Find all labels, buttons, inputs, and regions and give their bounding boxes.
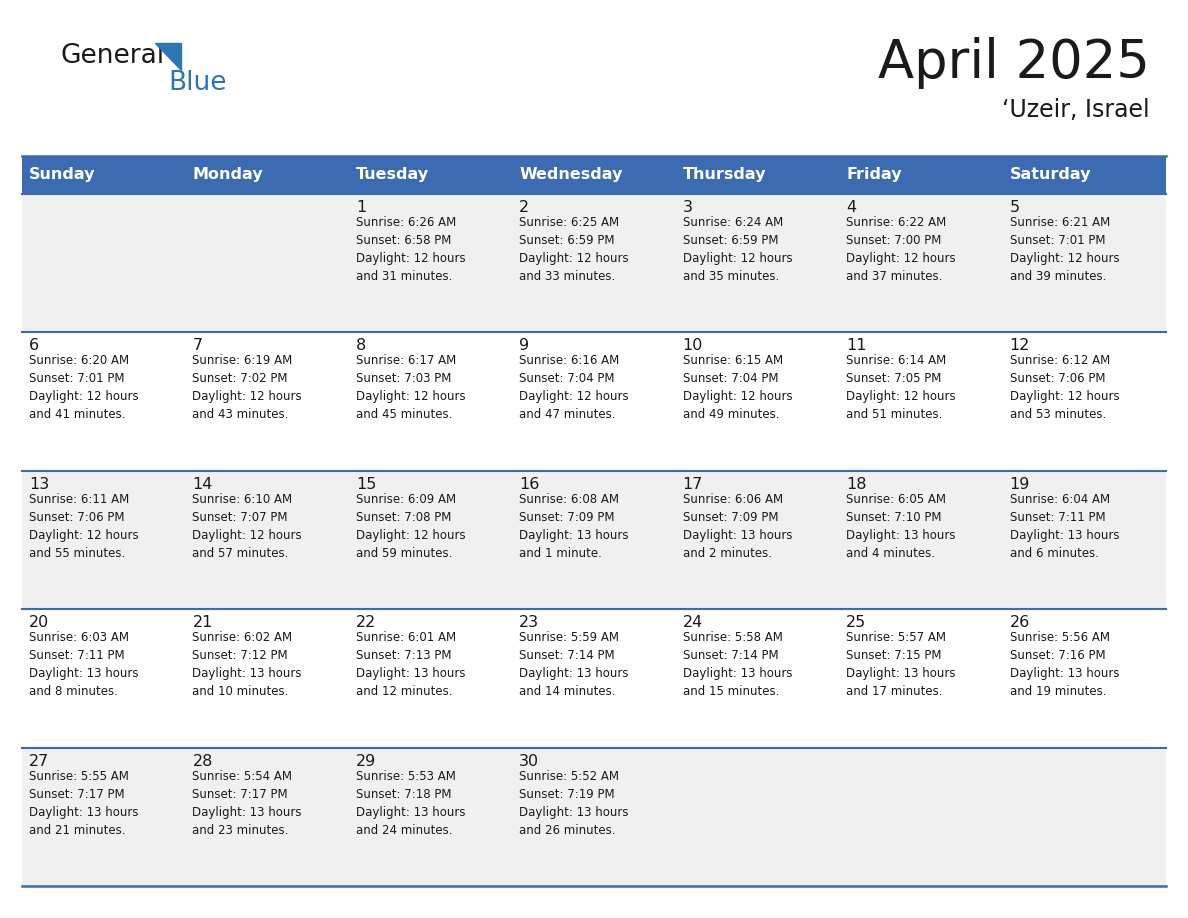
- Text: Sunrise: 5:57 AM
Sunset: 7:15 PM
Daylight: 13 hours
and 17 minutes.: Sunrise: 5:57 AM Sunset: 7:15 PM Dayligh…: [846, 632, 955, 699]
- Bar: [23, 156, 1165, 194]
- Text: ‘Uzeir, Israel: ‘Uzeir, Israel: [1003, 98, 1150, 122]
- Text: 10: 10: [683, 339, 703, 353]
- Text: Sunrise: 5:52 AM
Sunset: 7:19 PM
Daylight: 13 hours
and 26 minutes.: Sunrise: 5:52 AM Sunset: 7:19 PM Dayligh…: [519, 769, 628, 836]
- Text: Sunrise: 6:20 AM
Sunset: 7:01 PM
Daylight: 12 hours
and 41 minutes.: Sunrise: 6:20 AM Sunset: 7:01 PM Dayligh…: [29, 354, 139, 421]
- Text: Sunrise: 6:05 AM
Sunset: 7:10 PM
Daylight: 13 hours
and 4 minutes.: Sunrise: 6:05 AM Sunset: 7:10 PM Dayligh…: [846, 493, 955, 560]
- Text: Sunday: Sunday: [29, 167, 95, 183]
- Text: Sunrise: 6:04 AM
Sunset: 7:11 PM
Daylight: 13 hours
and 6 minutes.: Sunrise: 6:04 AM Sunset: 7:11 PM Dayligh…: [1010, 493, 1119, 560]
- Bar: [23, 332, 1165, 471]
- Text: Sunrise: 6:16 AM
Sunset: 7:04 PM
Daylight: 12 hours
and 47 minutes.: Sunrise: 6:16 AM Sunset: 7:04 PM Dayligh…: [519, 354, 628, 421]
- Bar: [23, 471, 1165, 610]
- Text: Monday: Monday: [192, 167, 263, 183]
- Text: Sunrise: 5:56 AM
Sunset: 7:16 PM
Daylight: 13 hours
and 19 minutes.: Sunrise: 5:56 AM Sunset: 7:16 PM Dayligh…: [1010, 632, 1119, 699]
- Text: 14: 14: [192, 476, 213, 492]
- Bar: [23, 747, 1165, 886]
- Text: 15: 15: [356, 476, 377, 492]
- Text: 24: 24: [683, 615, 703, 630]
- Text: 5: 5: [1010, 200, 1019, 215]
- Text: Sunrise: 6:19 AM
Sunset: 7:02 PM
Daylight: 12 hours
and 43 minutes.: Sunrise: 6:19 AM Sunset: 7:02 PM Dayligh…: [192, 354, 302, 421]
- Text: 29: 29: [356, 754, 377, 768]
- Text: 26: 26: [1010, 615, 1030, 630]
- Text: 22: 22: [356, 615, 377, 630]
- Text: 2: 2: [519, 200, 530, 215]
- Text: Sunrise: 5:58 AM
Sunset: 7:14 PM
Daylight: 13 hours
and 15 minutes.: Sunrise: 5:58 AM Sunset: 7:14 PM Dayligh…: [683, 632, 792, 699]
- Text: Sunrise: 6:17 AM
Sunset: 7:03 PM
Daylight: 12 hours
and 45 minutes.: Sunrise: 6:17 AM Sunset: 7:03 PM Dayligh…: [356, 354, 466, 421]
- Text: Sunrise: 6:08 AM
Sunset: 7:09 PM
Daylight: 13 hours
and 1 minute.: Sunrise: 6:08 AM Sunset: 7:09 PM Dayligh…: [519, 493, 628, 560]
- Text: Sunrise: 6:02 AM
Sunset: 7:12 PM
Daylight: 13 hours
and 10 minutes.: Sunrise: 6:02 AM Sunset: 7:12 PM Dayligh…: [192, 632, 302, 699]
- Text: 1: 1: [356, 200, 366, 215]
- Polygon shape: [154, 43, 181, 70]
- Text: 20: 20: [29, 615, 49, 630]
- Text: Sunrise: 6:25 AM
Sunset: 6:59 PM
Daylight: 12 hours
and 33 minutes.: Sunrise: 6:25 AM Sunset: 6:59 PM Dayligh…: [519, 216, 628, 283]
- Text: 21: 21: [192, 615, 213, 630]
- Text: 25: 25: [846, 615, 866, 630]
- Text: 19: 19: [1010, 476, 1030, 492]
- Text: Sunrise: 6:10 AM
Sunset: 7:07 PM
Daylight: 12 hours
and 57 minutes.: Sunrise: 6:10 AM Sunset: 7:07 PM Dayligh…: [192, 493, 302, 560]
- Text: 12: 12: [1010, 339, 1030, 353]
- Text: 4: 4: [846, 200, 857, 215]
- Text: Saturday: Saturday: [1010, 167, 1091, 183]
- Text: 17: 17: [683, 476, 703, 492]
- Text: Blue: Blue: [168, 70, 227, 96]
- Text: 30: 30: [519, 754, 539, 768]
- Text: 11: 11: [846, 339, 866, 353]
- Text: 6: 6: [29, 339, 39, 353]
- Text: Sunrise: 6:03 AM
Sunset: 7:11 PM
Daylight: 13 hours
and 8 minutes.: Sunrise: 6:03 AM Sunset: 7:11 PM Dayligh…: [29, 632, 139, 699]
- Text: Sunrise: 5:59 AM
Sunset: 7:14 PM
Daylight: 13 hours
and 14 minutes.: Sunrise: 5:59 AM Sunset: 7:14 PM Dayligh…: [519, 632, 628, 699]
- Text: Thursday: Thursday: [683, 167, 766, 183]
- Bar: [23, 610, 1165, 747]
- Text: Friday: Friday: [846, 167, 902, 183]
- Text: Sunrise: 6:22 AM
Sunset: 7:00 PM
Daylight: 12 hours
and 37 minutes.: Sunrise: 6:22 AM Sunset: 7:00 PM Dayligh…: [846, 216, 956, 283]
- Text: 7: 7: [192, 339, 202, 353]
- Text: 18: 18: [846, 476, 866, 492]
- Text: Sunrise: 6:14 AM
Sunset: 7:05 PM
Daylight: 12 hours
and 51 minutes.: Sunrise: 6:14 AM Sunset: 7:05 PM Dayligh…: [846, 354, 956, 421]
- Text: 3: 3: [683, 200, 693, 215]
- Text: Wednesday: Wednesday: [519, 167, 623, 183]
- Text: Sunrise: 6:06 AM
Sunset: 7:09 PM
Daylight: 13 hours
and 2 minutes.: Sunrise: 6:06 AM Sunset: 7:09 PM Dayligh…: [683, 493, 792, 560]
- Text: Sunrise: 6:09 AM
Sunset: 7:08 PM
Daylight: 12 hours
and 59 minutes.: Sunrise: 6:09 AM Sunset: 7:08 PM Dayligh…: [356, 493, 466, 560]
- Text: Sunrise: 5:55 AM
Sunset: 7:17 PM
Daylight: 13 hours
and 21 minutes.: Sunrise: 5:55 AM Sunset: 7:17 PM Dayligh…: [29, 769, 139, 836]
- Text: Sunrise: 6:21 AM
Sunset: 7:01 PM
Daylight: 12 hours
and 39 minutes.: Sunrise: 6:21 AM Sunset: 7:01 PM Dayligh…: [1010, 216, 1119, 283]
- Text: 28: 28: [192, 754, 213, 768]
- Bar: [23, 194, 1165, 332]
- Text: 8: 8: [356, 339, 366, 353]
- Text: Sunrise: 6:24 AM
Sunset: 6:59 PM
Daylight: 12 hours
and 35 minutes.: Sunrise: 6:24 AM Sunset: 6:59 PM Dayligh…: [683, 216, 792, 283]
- Text: Sunrise: 6:15 AM
Sunset: 7:04 PM
Daylight: 12 hours
and 49 minutes.: Sunrise: 6:15 AM Sunset: 7:04 PM Dayligh…: [683, 354, 792, 421]
- Text: Sunrise: 5:53 AM
Sunset: 7:18 PM
Daylight: 13 hours
and 24 minutes.: Sunrise: 5:53 AM Sunset: 7:18 PM Dayligh…: [356, 769, 466, 836]
- Text: 27: 27: [29, 754, 49, 768]
- Text: Sunrise: 6:12 AM
Sunset: 7:06 PM
Daylight: 12 hours
and 53 minutes.: Sunrise: 6:12 AM Sunset: 7:06 PM Dayligh…: [1010, 354, 1119, 421]
- Text: 16: 16: [519, 476, 539, 492]
- Text: General: General: [61, 43, 164, 69]
- Text: Sunrise: 6:11 AM
Sunset: 7:06 PM
Daylight: 12 hours
and 55 minutes.: Sunrise: 6:11 AM Sunset: 7:06 PM Dayligh…: [29, 493, 139, 560]
- Text: April 2025: April 2025: [878, 37, 1150, 89]
- Text: 9: 9: [519, 339, 530, 353]
- Text: 23: 23: [519, 615, 539, 630]
- Text: Sunrise: 6:01 AM
Sunset: 7:13 PM
Daylight: 13 hours
and 12 minutes.: Sunrise: 6:01 AM Sunset: 7:13 PM Dayligh…: [356, 632, 466, 699]
- Text: Tuesday: Tuesday: [356, 167, 429, 183]
- Text: Sunrise: 5:54 AM
Sunset: 7:17 PM
Daylight: 13 hours
and 23 minutes.: Sunrise: 5:54 AM Sunset: 7:17 PM Dayligh…: [192, 769, 302, 836]
- Text: Sunrise: 6:26 AM
Sunset: 6:58 PM
Daylight: 12 hours
and 31 minutes.: Sunrise: 6:26 AM Sunset: 6:58 PM Dayligh…: [356, 216, 466, 283]
- Text: 13: 13: [29, 476, 49, 492]
